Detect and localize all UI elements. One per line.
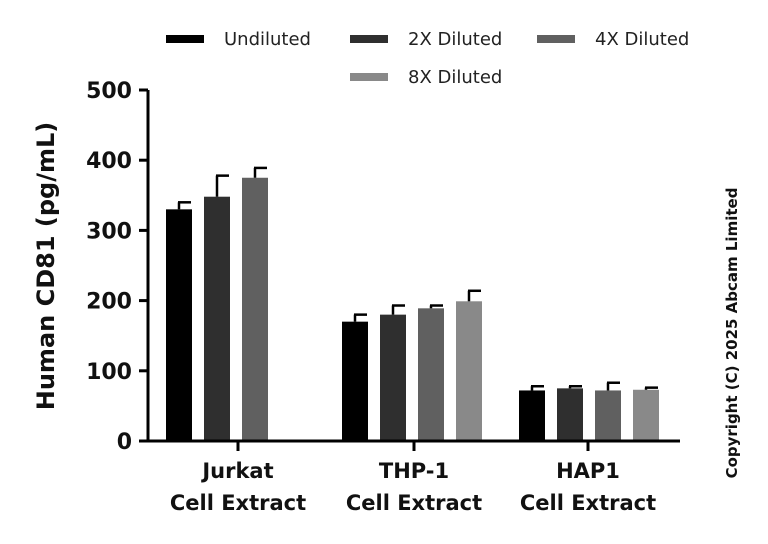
legend: Undiluted 2X Diluted 4X Diluted 8X Diluted [166,29,689,88]
legend-swatch [166,35,204,43]
y-tick-label: 100 [86,360,132,385]
bar [633,389,659,441]
x-category-label: HAP1 [556,459,620,483]
y-tick-label: 500 [86,79,132,104]
x-category-label: THP-1 [379,459,449,483]
bar [242,177,268,441]
bar [418,308,444,441]
legend-swatch [350,73,388,81]
bar [380,314,406,441]
copyright-text: Copyright (C) 2025 Abcam Limited [723,188,741,479]
y-tick-label: 0 [117,430,132,455]
bar [595,390,621,441]
bar [342,321,368,441]
bar [166,209,192,441]
legend-label: 4X Diluted [595,29,689,50]
bars [166,166,659,441]
bar [519,390,545,441]
x-category-label: Cell Extract [346,491,482,515]
y-tick-label: 200 [86,290,132,315]
axes: 0 100 200 300 400 500 Jurkat Cell Extract THP-1 C… [86,79,680,515]
legend-swatch [537,35,575,43]
legend-label: 2X Diluted [408,29,502,50]
x-category-label: Jurkat [200,459,273,483]
legend-swatch [350,35,388,43]
y-tick-label: 300 [86,219,132,244]
y-tick-label: 400 [86,149,132,174]
bar [456,301,482,441]
legend-label: 8X Diluted [408,67,502,88]
x-category-label: Cell Extract [520,491,656,515]
legend-label: Undiluted [224,29,311,50]
bar [204,196,230,441]
y-axis-title: Human CD81 (pg/mL) [32,122,60,410]
x-category-label: Cell Extract [170,491,306,515]
bar [557,388,583,441]
